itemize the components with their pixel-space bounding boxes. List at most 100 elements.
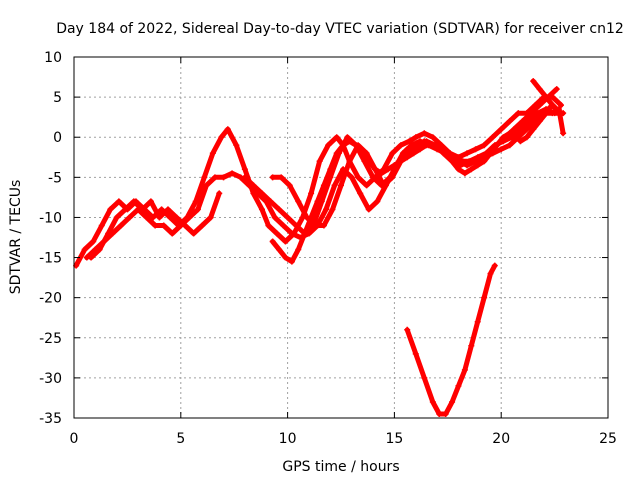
data-point bbox=[481, 154, 488, 161]
data-point bbox=[216, 190, 223, 197]
data-point bbox=[282, 254, 289, 261]
data-point bbox=[325, 142, 332, 149]
data-point bbox=[517, 138, 524, 145]
data-point bbox=[258, 190, 265, 197]
data-point bbox=[288, 258, 295, 265]
series-line-track-5 bbox=[242, 102, 564, 236]
data-point bbox=[273, 230, 280, 237]
data-series bbox=[73, 78, 567, 417]
data-point bbox=[543, 94, 550, 101]
data-point bbox=[352, 142, 359, 149]
series-line-track-2 bbox=[84, 86, 560, 261]
data-point bbox=[363, 150, 370, 157]
data-point bbox=[211, 174, 218, 181]
data-point bbox=[278, 174, 285, 181]
data-point bbox=[389, 150, 396, 157]
data-point bbox=[498, 126, 505, 133]
data-point bbox=[98, 222, 105, 229]
data-point bbox=[220, 174, 227, 181]
data-point bbox=[474, 162, 481, 169]
data-point bbox=[90, 238, 97, 245]
data-point bbox=[464, 162, 471, 169]
data-point bbox=[429, 398, 436, 405]
data-point bbox=[203, 182, 210, 189]
data-point bbox=[194, 206, 201, 213]
data-point bbox=[130, 198, 137, 205]
chart-title: Day 184 of 2022, Sidereal Day-to-day VTE… bbox=[56, 21, 624, 37]
data-point bbox=[267, 198, 274, 205]
data-point bbox=[412, 350, 419, 357]
y-tick-label: -15 bbox=[39, 251, 62, 267]
data-point bbox=[406, 138, 413, 145]
data-point bbox=[536, 118, 543, 125]
data-point bbox=[269, 174, 276, 181]
y-tick-label: -10 bbox=[39, 210, 62, 226]
data-point bbox=[333, 134, 340, 141]
data-point bbox=[286, 182, 293, 189]
data-point bbox=[397, 142, 404, 149]
y-tick-label: 10 bbox=[44, 50, 62, 66]
data-point bbox=[329, 206, 336, 213]
data-point bbox=[303, 214, 310, 221]
data-point bbox=[295, 198, 302, 205]
data-point bbox=[491, 262, 498, 269]
data-point bbox=[96, 246, 103, 253]
data-point bbox=[372, 166, 379, 173]
data-point bbox=[348, 174, 355, 181]
data-point bbox=[156, 214, 163, 221]
data-point bbox=[310, 222, 317, 229]
data-point bbox=[449, 158, 456, 165]
data-point bbox=[536, 86, 543, 93]
data-point bbox=[421, 374, 428, 381]
data-point bbox=[442, 410, 449, 417]
data-point bbox=[429, 134, 436, 141]
data-point bbox=[472, 158, 479, 165]
data-point bbox=[370, 174, 377, 181]
data-point bbox=[387, 174, 394, 181]
data-point bbox=[344, 134, 351, 141]
data-point bbox=[468, 342, 475, 349]
data-point bbox=[517, 126, 524, 133]
series-line-track-8 bbox=[88, 190, 222, 261]
data-point bbox=[361, 158, 368, 165]
data-point bbox=[436, 410, 443, 417]
data-point bbox=[487, 270, 494, 277]
data-point bbox=[308, 190, 315, 197]
data-point bbox=[374, 198, 381, 205]
data-point bbox=[363, 182, 370, 189]
data-point bbox=[139, 206, 146, 213]
data-point bbox=[355, 174, 362, 181]
data-point bbox=[515, 134, 522, 141]
data-point bbox=[481, 294, 488, 301]
x-tick-label: 15 bbox=[385, 431, 403, 447]
y-tick-label: -35 bbox=[39, 411, 62, 427]
data-point bbox=[186, 214, 193, 221]
data-point bbox=[549, 102, 556, 109]
x-tick-label: 25 bbox=[599, 431, 617, 447]
data-point bbox=[560, 110, 567, 117]
data-point bbox=[534, 110, 541, 117]
data-point bbox=[190, 230, 197, 237]
data-point bbox=[160, 222, 167, 229]
data-point bbox=[288, 230, 295, 237]
data-point bbox=[201, 174, 208, 181]
data-point bbox=[282, 238, 289, 245]
data-point bbox=[320, 222, 327, 229]
data-point bbox=[169, 230, 176, 237]
data-point bbox=[412, 134, 419, 141]
data-point bbox=[150, 214, 157, 221]
data-point bbox=[491, 142, 498, 149]
data-point bbox=[523, 126, 530, 133]
data-point bbox=[508, 134, 515, 141]
data-point bbox=[543, 110, 550, 117]
data-point bbox=[164, 206, 171, 213]
data-point bbox=[81, 246, 88, 253]
data-point bbox=[530, 126, 537, 133]
data-point bbox=[276, 246, 283, 253]
data-point bbox=[481, 142, 488, 149]
data-point bbox=[429, 142, 436, 149]
x-tick-label: 0 bbox=[70, 431, 79, 447]
data-point bbox=[316, 158, 323, 165]
data-point bbox=[117, 222, 124, 229]
data-point bbox=[105, 230, 112, 237]
